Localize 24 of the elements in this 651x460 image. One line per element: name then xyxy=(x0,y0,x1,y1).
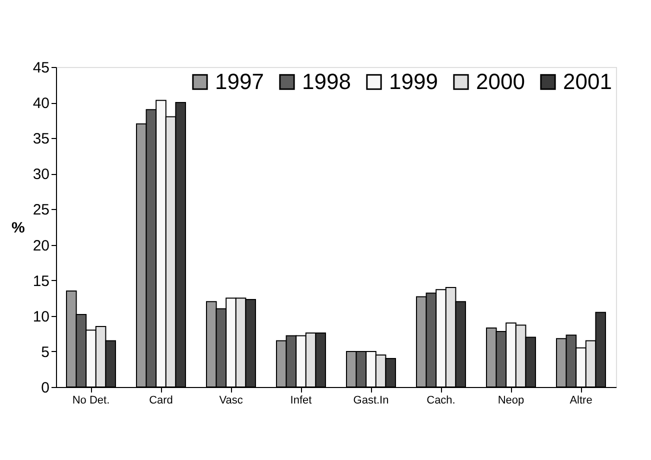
y-tick-label: 35 xyxy=(32,130,50,148)
y-tick-label: 40 xyxy=(32,95,50,112)
x-tick-label: Vasc xyxy=(219,394,244,406)
y-tick-label: 0 xyxy=(41,380,50,396)
legend-label: 2001 xyxy=(563,69,612,94)
y-tick-label: 25 xyxy=(32,202,50,219)
y-axis-title: % xyxy=(11,220,25,236)
legend-label: 2000 xyxy=(476,69,525,94)
y-tick-label: 30 xyxy=(32,166,50,184)
x-tick-label: Card xyxy=(149,394,173,406)
x-tick-label: Infet xyxy=(290,394,312,406)
x-tick-label: Altre xyxy=(570,394,592,406)
x-tick-label: Cach. xyxy=(426,394,456,406)
y-tick-label: 45 xyxy=(32,60,50,76)
x-tick-label: Gast.In xyxy=(353,394,389,406)
y-tick-label: 15 xyxy=(32,272,50,290)
y-tick-label: 20 xyxy=(32,237,50,254)
legend-label: 1997 xyxy=(215,69,264,94)
legend-label: 1999 xyxy=(389,69,438,94)
x-tick-label: Neop xyxy=(498,394,524,406)
y-tick-label: 10 xyxy=(32,308,50,326)
x-tick-label: No Det. xyxy=(72,394,110,406)
legend-label: 1998 xyxy=(302,69,351,94)
y-tick-label: 5 xyxy=(41,344,50,361)
